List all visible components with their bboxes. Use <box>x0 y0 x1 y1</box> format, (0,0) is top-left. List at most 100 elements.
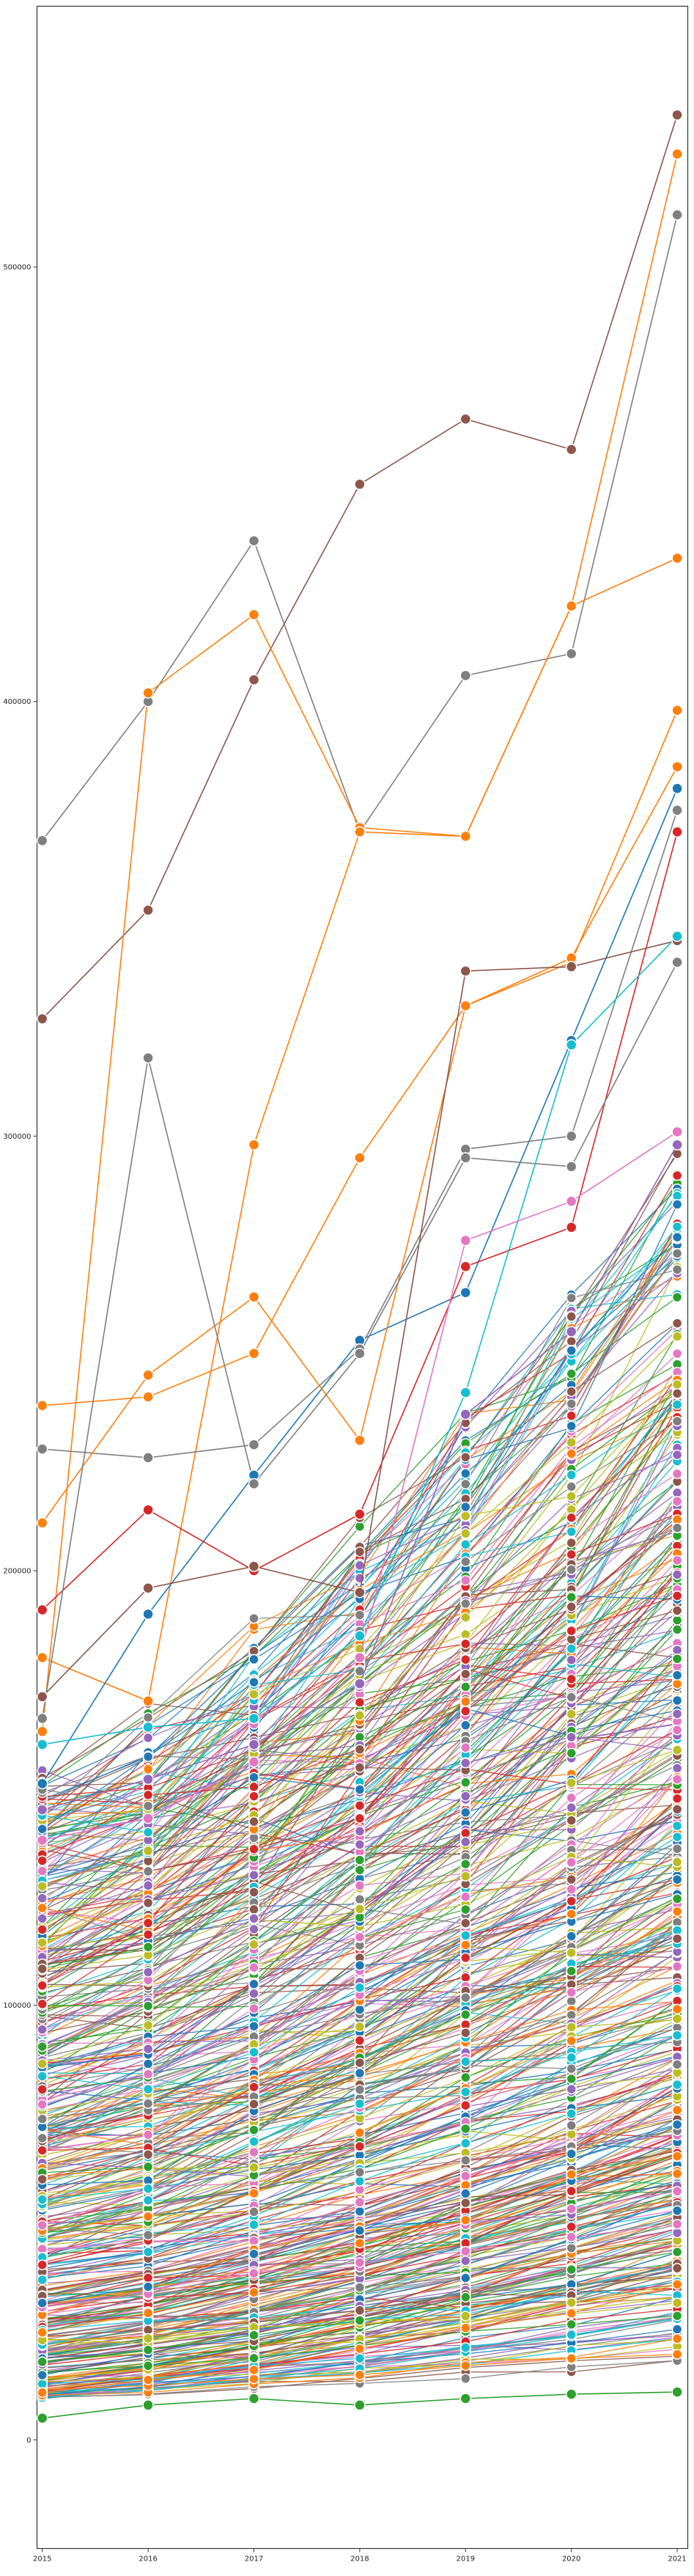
data-point <box>671 1468 683 1480</box>
data-point <box>37 2071 48 2082</box>
data-point <box>671 1318 683 1329</box>
data-point <box>37 2274 48 2286</box>
data-point <box>566 1654 577 1665</box>
data-point <box>248 1478 260 1490</box>
y-tick-label: 400000 <box>3 698 31 706</box>
data-point <box>36 1834 48 1846</box>
data-point <box>354 1434 366 1446</box>
data-point <box>36 1651 48 1664</box>
data-point <box>671 2297 683 2308</box>
data-point <box>142 1897 154 1909</box>
data-point <box>37 2194 48 2205</box>
data-point <box>354 1864 366 1876</box>
data-point <box>248 2187 259 2199</box>
data-point <box>566 2052 577 2063</box>
data-point <box>565 444 577 455</box>
data-point <box>566 1512 577 1523</box>
data-point <box>37 2327 48 2338</box>
data-point <box>37 1902 48 1914</box>
data-point <box>142 2281 154 2292</box>
data-point <box>36 1712 48 1725</box>
data-point <box>460 2322 471 2334</box>
data-point <box>566 1995 577 2007</box>
y-tick-label: 100000 <box>3 2002 31 2010</box>
data-point <box>566 1896 577 1907</box>
data-point <box>248 1439 260 1450</box>
data-point <box>248 1791 259 1802</box>
data-point <box>248 2248 259 2259</box>
data-point <box>671 956 683 969</box>
data-point <box>671 2279 683 2290</box>
data-point <box>142 2360 154 2371</box>
data-point <box>671 1857 683 1868</box>
data-point <box>354 1800 366 1811</box>
data-point <box>460 2197 471 2209</box>
bulk-series-points <box>37 1145 683 2404</box>
data-point <box>671 1590 683 1601</box>
data-point <box>671 1725 683 1736</box>
data-point <box>459 669 472 681</box>
data-point <box>354 1839 366 1850</box>
data-point <box>142 1452 154 1464</box>
data-point <box>354 1762 366 1773</box>
data-point <box>671 2310 683 2322</box>
data-point <box>37 1893 48 1904</box>
data-point <box>36 1804 48 1816</box>
data-point <box>671 1496 683 1507</box>
data-point <box>671 2205 683 2217</box>
data-point <box>248 2267 259 2279</box>
x-tick-label: 2019 <box>457 2555 475 2564</box>
data-point <box>37 1855 48 1866</box>
data-point <box>671 1331 683 1342</box>
data-point <box>248 1988 259 1999</box>
data-point <box>354 1904 366 1915</box>
data-point <box>354 1546 366 1557</box>
data-point <box>566 2022 577 2033</box>
data-point <box>566 1777 577 1788</box>
data-point <box>671 1170 683 1181</box>
data-point <box>142 2000 154 2011</box>
data-point <box>460 1807 471 1818</box>
data-point <box>565 1222 577 1233</box>
data-point <box>248 2136 259 2147</box>
y-axis: 0 100000 200000 300000 400000 500000 <box>3 264 37 2445</box>
data-point <box>142 1789 154 1801</box>
data-point <box>671 1248 683 1259</box>
data-point <box>671 2119 683 2130</box>
data-point <box>566 1908 577 1920</box>
data-point <box>459 965 472 977</box>
data-point <box>36 1400 48 1412</box>
data-point <box>37 1865 48 1876</box>
data-point <box>671 552 683 564</box>
data-point <box>671 1774 683 1785</box>
data-point <box>142 2211 154 2222</box>
data-point <box>354 2282 366 2293</box>
data-point <box>671 704 683 716</box>
data-point <box>248 1347 260 1359</box>
data-point <box>142 1391 154 1403</box>
data-point <box>460 1742 471 1753</box>
data-point <box>248 1939 259 1950</box>
data-point <box>566 1526 577 1538</box>
data-point <box>566 1292 577 1304</box>
data-point <box>248 2373 259 2385</box>
data-point <box>671 1744 683 1755</box>
data-point <box>566 2169 577 2180</box>
data-point <box>248 1612 259 1624</box>
data-point <box>459 1261 472 1272</box>
data-point <box>354 2084 366 2095</box>
data-point <box>36 1739 48 1750</box>
highlighted-series-points <box>36 109 683 2424</box>
data-point <box>460 2170 471 2181</box>
data-point <box>354 2127 366 2138</box>
data-point <box>671 1348 683 1359</box>
data-point <box>248 1904 259 1915</box>
x-tick-label: 2020 <box>562 2555 580 2564</box>
data-point <box>36 1443 48 1455</box>
data-point <box>460 2099 471 2111</box>
data-point <box>671 1139 683 1151</box>
data-point <box>354 2197 366 2208</box>
data-point <box>142 1582 154 1594</box>
data-point <box>566 1802 577 1813</box>
data-point <box>36 1013 48 1025</box>
